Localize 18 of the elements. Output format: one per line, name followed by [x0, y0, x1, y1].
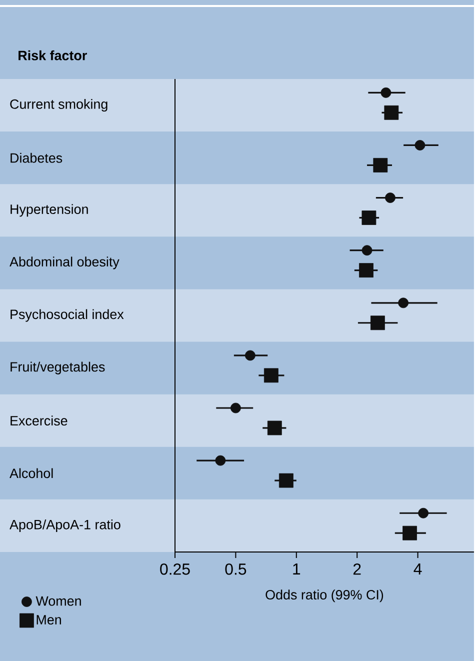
legend-label: Women [36, 596, 82, 606]
legend-label: Men [37, 615, 62, 625]
y-tick-label: Diabetes [10, 152, 62, 163]
x-tick-label: 4 [414, 564, 422, 574]
y-tick-label: Abdominal obesity [10, 256, 120, 270]
y-tick-label: Alcohol [10, 468, 53, 478]
y-axis-title: Risk factor [18, 50, 88, 60]
y-tick-label: Excercise [10, 416, 68, 426]
y-tick-label: Fruit/vegetables [10, 362, 105, 374]
y-tick-label: ApoB/ApoA-1 ratio [10, 519, 121, 532]
x-axis-title: Odds ratio (99% CI) [266, 590, 384, 602]
x-tick-label: 0.5 [225, 564, 246, 575]
y-tick-label: Current smoking [10, 99, 108, 112]
x-tick-label: 2 [354, 564, 361, 575]
y-tick-label: Hypertension [10, 204, 88, 217]
x-tick-label: 0.25 [160, 564, 190, 575]
y-tick-label: Psychosocial index [10, 309, 124, 322]
x-tick-label: 1 [293, 564, 300, 574]
